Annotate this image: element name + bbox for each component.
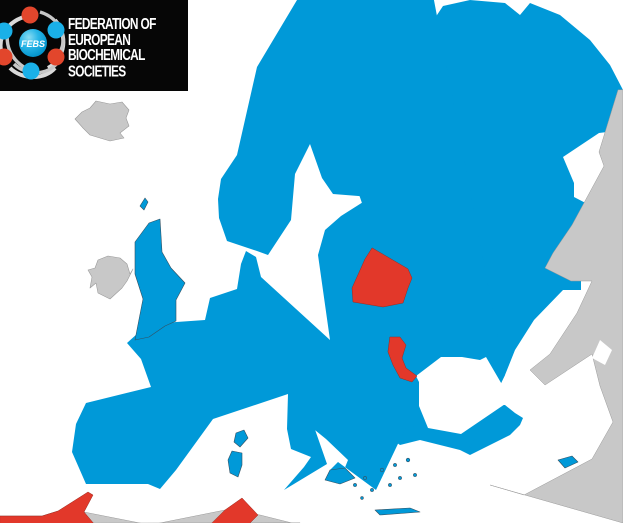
svg-text:FEBS: FEBS (21, 39, 45, 49)
